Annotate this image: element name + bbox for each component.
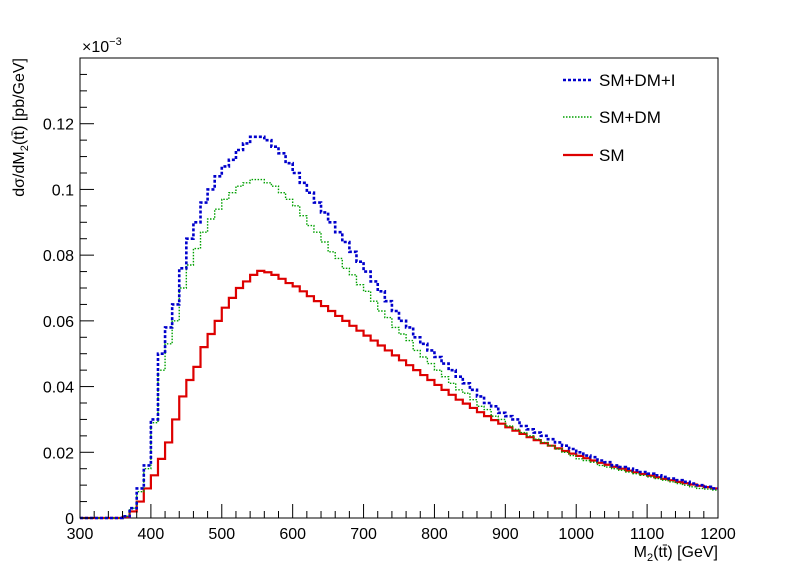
x-tick-label: 1000 [558, 526, 594, 543]
x-tick-label: 600 [279, 526, 306, 543]
y-axis-title-sub: 2 [19, 145, 31, 151]
y-tick-label: 0.06 [43, 314, 74, 331]
y-tick-label: 0.12 [43, 117, 74, 134]
y-tick-label: 0.02 [43, 445, 74, 462]
x-tick-label: 400 [138, 526, 165, 543]
x-axis-title-sub: 2 [647, 552, 653, 564]
legend-label-sm: SM [599, 146, 625, 165]
x-tick-label: 700 [350, 526, 377, 543]
x-tick-label: 1200 [700, 526, 736, 543]
plot-frame [79, 57, 719, 519]
y-axis-title-main: dσ/dM [11, 151, 28, 196]
y-axis-title: dσ/dM2(tt̄) [pb/GeV] [11, 58, 31, 197]
y-axis: 0 0.02 0.04 0.06 0.08 0.1 0.12 [43, 57, 94, 528]
y-tick-label: 0 [65, 511, 74, 528]
y-exponent-label: ×10−3 [82, 36, 122, 56]
y-axis-title-rest: (tt̄) [pb/GeV] [11, 58, 28, 145]
series-sm [80, 269, 718, 520]
x-tick-label: 800 [421, 526, 448, 543]
y-tick-label: 0.1 [52, 182, 74, 199]
y-exponent-power: −3 [109, 36, 122, 48]
legend: SM+DM+I SM+DM SM [563, 71, 676, 165]
x-axis-title: M2(tt̄) [GeV] [634, 544, 718, 564]
y-tick-label: 0.04 [43, 380, 74, 397]
x-axis: 300 400 500 600 700 800 900 1000 1100 1200 [67, 504, 736, 543]
x-axis-title-rest: (tt̄) [GeV] [653, 544, 718, 561]
legend-label-sm-dm: SM+DM [599, 108, 661, 127]
x-tick-label: 300 [67, 526, 94, 543]
y-tick-label: 0.08 [43, 248, 74, 265]
x-tick-label: 900 [492, 526, 519, 543]
x-axis-title-main: M [634, 544, 647, 561]
legend-label-sm-dm-i: SM+DM+I [599, 71, 676, 90]
series-sm-dm [80, 178, 718, 519]
series-sm-dm-i [80, 135, 718, 520]
x-tick-label: 500 [208, 526, 235, 543]
x-tick-label: 1100 [630, 526, 665, 543]
series-layer [80, 135, 718, 520]
y-exponent-base: ×10 [82, 39, 109, 56]
